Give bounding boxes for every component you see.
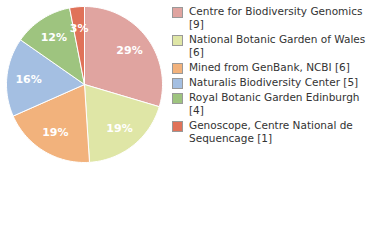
html-text:Centre for Biodiversity Genomi: Centre for Biodiversity Genomics [9]	[189, 5, 363, 30]
svg-text:3%: 3%	[70, 22, 89, 35]
html-text:Naturalis Biodiversity Center: Naturalis Biodiversity Center [5]	[189, 76, 359, 88]
svg-text:29%: 29%	[116, 44, 142, 57]
svg-text:19%: 19%	[42, 126, 68, 139]
html-text:Genoscope, Centre National de: Genoscope, Centre National de Sequencage…	[189, 119, 353, 144]
svg-text:19%: 19%	[106, 122, 132, 135]
html-text:Royal Botanic Garden Edinburgh: Royal Botanic Garden Edinburgh [4]	[189, 91, 360, 116]
html-text:Mined from GenBank, NCBI [6]: Mined from GenBank, NCBI [6]	[189, 61, 350, 73]
svg-text:12%: 12%	[41, 31, 67, 44]
svg-text:16%: 16%	[15, 73, 41, 86]
html-text:National Botanic Garden of Wal: National Botanic Garden of Wales [6]	[189, 33, 366, 58]
